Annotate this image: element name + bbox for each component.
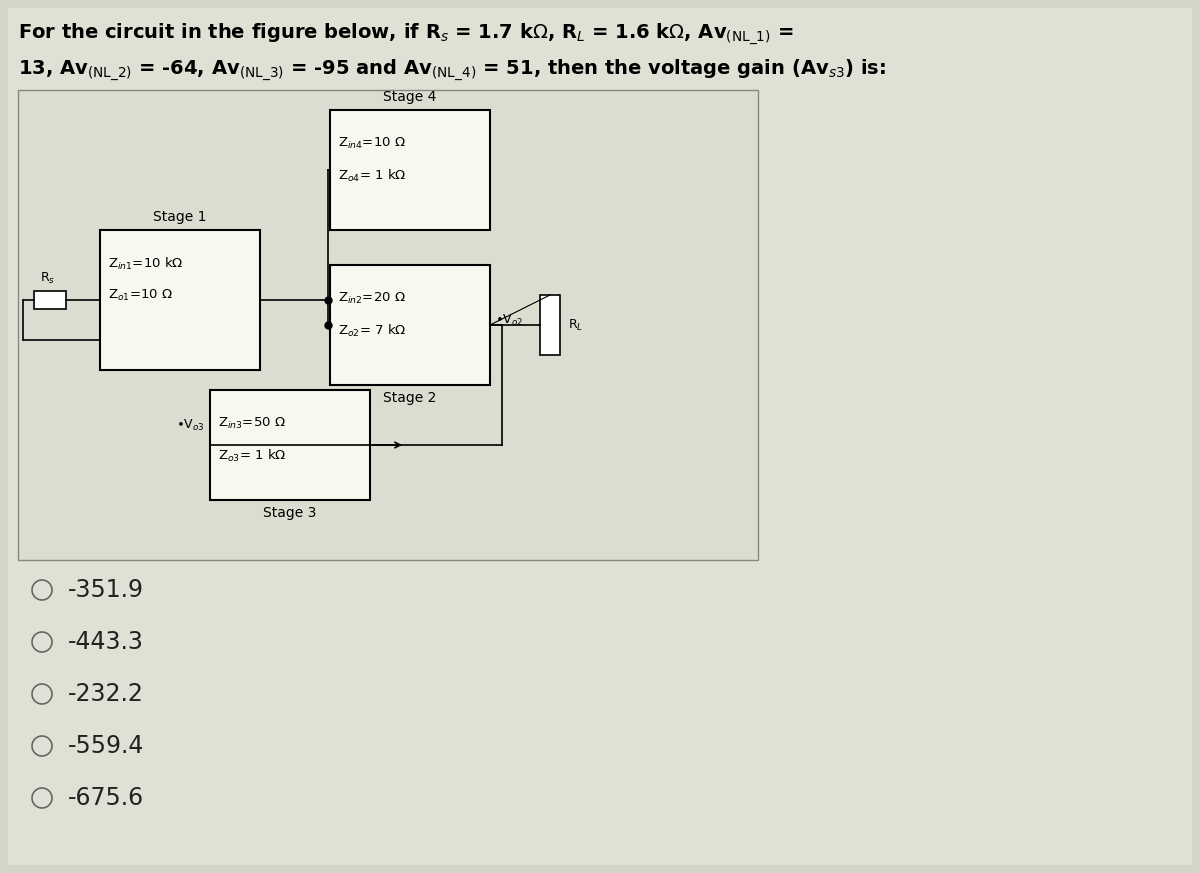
Bar (330, 110, 490, 230)
Text: R$_L$: R$_L$ (568, 318, 583, 333)
Bar (34, 291, 66, 309)
Bar (330, 265, 490, 385)
Text: Z$_{o1}$=10 $\Omega$: Z$_{o1}$=10 $\Omega$ (108, 288, 173, 303)
Text: Stage 4: Stage 4 (383, 90, 437, 104)
Text: Z$_{in2}$=20 $\Omega$: Z$_{in2}$=20 $\Omega$ (338, 291, 406, 306)
Text: Z$_{o3}$= 1 k$\Omega$: Z$_{o3}$= 1 k$\Omega$ (218, 448, 287, 464)
Text: Stage 2: Stage 2 (383, 391, 437, 405)
Text: -351.9: -351.9 (68, 578, 144, 602)
Text: Z$_{o2}$= 7 k$\Omega$: Z$_{o2}$= 7 k$\Omega$ (338, 323, 407, 339)
Text: R$_s$: R$_s$ (41, 271, 55, 286)
Text: Z$_{o4}$= 1 k$\Omega$: Z$_{o4}$= 1 k$\Omega$ (338, 168, 407, 184)
Text: Z$_{in4}$=10 $\Omega$: Z$_{in4}$=10 $\Omega$ (338, 136, 406, 151)
Text: Z$_{in3}$=50 $\Omega$: Z$_{in3}$=50 $\Omega$ (218, 416, 286, 431)
Text: -675.6: -675.6 (68, 786, 144, 810)
Text: 13, Av$_{\mathsf{(NL\_2)}}$ = -64, Av$_{\mathsf{(NL\_3)}}$ = -95 and Av$_{\maths: 13, Av$_{\mathsf{(NL\_2)}}$ = -64, Av$_{… (18, 58, 886, 83)
Text: -232.2: -232.2 (68, 682, 144, 706)
Text: Stage 1: Stage 1 (154, 210, 206, 224)
Bar (540, 295, 560, 355)
Text: $\bullet$V$_{o3}$: $\bullet$V$_{o3}$ (176, 418, 205, 433)
Text: Z$_{in1}$=10 k$\Omega$: Z$_{in1}$=10 k$\Omega$ (108, 256, 184, 272)
Text: $\bullet$V$_{o2}$: $\bullet$V$_{o2}$ (496, 313, 523, 328)
Text: -443.3: -443.3 (68, 630, 144, 654)
Text: For the circuit in the figure below, if R$_s$ = 1.7 k$\Omega$, R$_L$ = 1.6 k$\Om: For the circuit in the figure below, if … (18, 22, 793, 47)
Text: Stage 3: Stage 3 (263, 506, 317, 520)
Bar (100, 230, 260, 370)
Bar (18, 90, 758, 560)
Text: -559.4: -559.4 (68, 734, 144, 758)
Bar (210, 390, 370, 500)
